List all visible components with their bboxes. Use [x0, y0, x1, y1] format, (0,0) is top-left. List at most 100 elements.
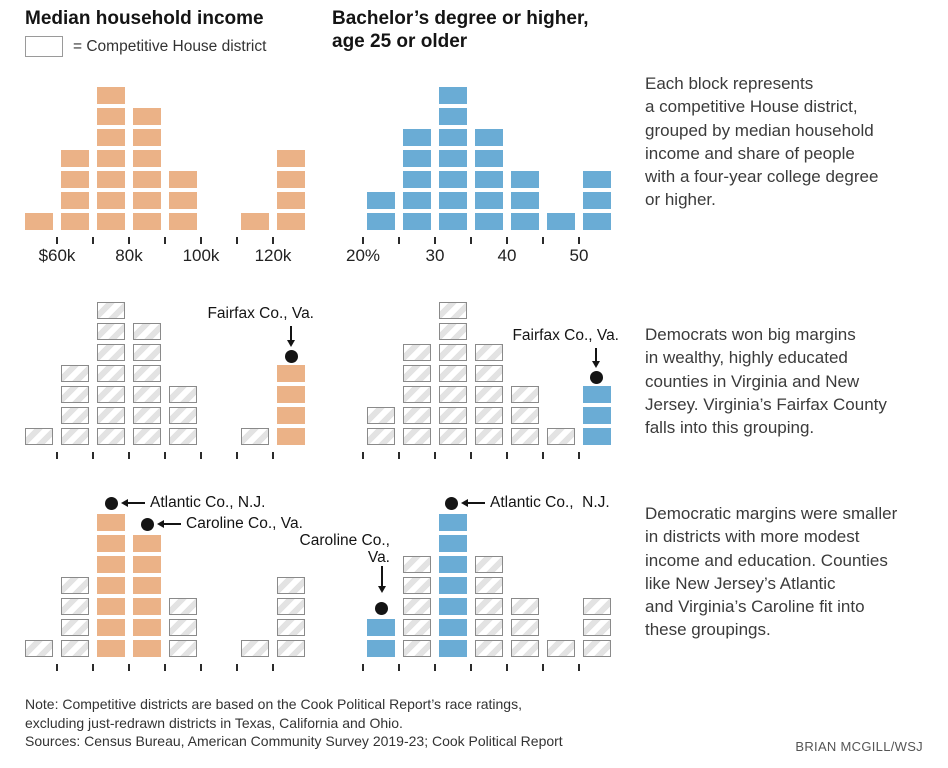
district-column — [97, 514, 125, 657]
district-block — [403, 150, 431, 167]
district-block — [439, 171, 467, 188]
district-block — [475, 598, 503, 615]
district-block — [403, 129, 431, 146]
district-column — [403, 344, 431, 445]
axis-tick — [164, 452, 166, 459]
district-block — [403, 365, 431, 382]
district-block — [439, 365, 467, 382]
district-block — [439, 577, 467, 594]
district-block — [97, 407, 125, 424]
district-block — [439, 535, 467, 552]
district-block — [583, 386, 611, 403]
axis-tick — [92, 237, 94, 244]
district-block — [547, 428, 575, 445]
district-column — [97, 302, 125, 445]
annotation-label: Caroline Co., Va. — [299, 532, 390, 566]
district-block — [511, 598, 539, 615]
district-column — [277, 365, 305, 445]
district-block — [367, 213, 395, 230]
axis-tick — [398, 452, 400, 459]
district-block — [97, 302, 125, 319]
district-block — [169, 640, 197, 657]
district-block — [475, 150, 503, 167]
district-block — [169, 386, 197, 403]
district-block — [133, 407, 161, 424]
district-block — [583, 640, 611, 657]
annotation-arrowhead — [157, 519, 164, 528]
district-block — [97, 108, 125, 125]
district-block — [439, 213, 467, 230]
district-block — [277, 577, 305, 594]
district-block — [439, 556, 467, 573]
county-dot — [104, 496, 118, 510]
axis-tick — [542, 664, 544, 671]
district-column — [403, 556, 431, 657]
district-block — [169, 619, 197, 636]
district-column — [475, 344, 503, 445]
district-block — [169, 192, 197, 209]
district-column — [367, 192, 395, 230]
axis-tick — [128, 664, 130, 671]
district-block — [277, 150, 305, 167]
district-block — [61, 577, 89, 594]
district-block — [241, 640, 269, 657]
district-block — [277, 640, 305, 657]
district-block — [61, 619, 89, 636]
district-column — [475, 556, 503, 657]
district-block — [133, 129, 161, 146]
district-block — [511, 171, 539, 188]
annotation-arrowhead — [461, 498, 468, 507]
district-block — [133, 150, 161, 167]
district-block — [133, 598, 161, 615]
explainer-paragraph-1: Each block represents a competitive Hous… — [645, 74, 879, 210]
axis-tick — [200, 452, 202, 459]
district-block — [475, 577, 503, 594]
district-column — [547, 640, 575, 657]
education-histogram-counties: Atlantic Co., N.J. Caroline Co., Va. — [300, 494, 615, 674]
district-column — [169, 171, 197, 230]
education-chart-title: Bachelor’s degree or higher, age 25 or o… — [332, 8, 589, 52]
district-block — [25, 640, 53, 657]
axis-tick — [506, 452, 508, 459]
axis-tick-label: 100k — [182, 246, 220, 265]
district-block — [583, 428, 611, 445]
district-column — [169, 598, 197, 657]
footnote: Note: Competitive districts are based on… — [25, 696, 522, 731]
axis-tick — [92, 452, 94, 459]
district-block — [97, 344, 125, 361]
axis-tick — [362, 664, 364, 671]
annotation-label: Atlantic Co., N.J. — [490, 494, 610, 511]
annotation-arrowhead — [286, 340, 295, 347]
district-block — [25, 428, 53, 445]
district-block — [511, 428, 539, 445]
district-block — [61, 428, 89, 445]
axis-tick — [164, 664, 166, 671]
axis-tick — [200, 237, 202, 244]
district-block — [97, 150, 125, 167]
axis-tick — [506, 664, 508, 671]
district-block — [475, 344, 503, 361]
annotation-label: Fairfax Co., Va. — [512, 327, 619, 344]
district-block-swatch — [25, 36, 63, 57]
district-block — [25, 213, 53, 230]
district-block — [277, 213, 305, 230]
district-block — [511, 407, 539, 424]
district-block — [367, 619, 395, 636]
district-block — [97, 87, 125, 104]
axis-tick — [56, 452, 58, 459]
district-block — [367, 407, 395, 424]
district-block — [475, 556, 503, 573]
axis-tick — [470, 237, 472, 244]
byline-credit: BRIAN MCGILL/WSJ — [795, 739, 923, 754]
district-block — [583, 213, 611, 230]
district-column — [277, 577, 305, 657]
district-block — [475, 386, 503, 403]
district-column — [511, 386, 539, 445]
district-block — [169, 171, 197, 188]
district-column — [97, 87, 125, 230]
education-histogram-fairfax: Fairfax Co., Va. — [327, 302, 619, 462]
district-block — [133, 640, 161, 657]
district-block — [475, 213, 503, 230]
district-column — [511, 171, 539, 230]
annotation-arrowhead — [377, 586, 386, 593]
